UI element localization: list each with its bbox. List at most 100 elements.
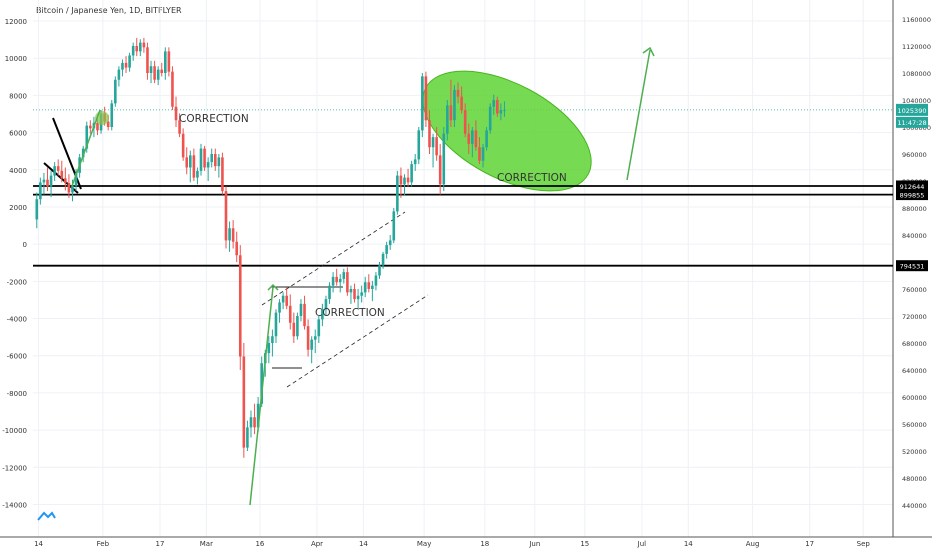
candle-body: [71, 185, 74, 193]
candle-body: [349, 289, 353, 293]
candle-body: [438, 155, 442, 185]
candle-body: [421, 76, 424, 131]
candle-body: [171, 71, 174, 107]
candle-body: [296, 316, 299, 337]
level-price-label: 912644: [900, 183, 925, 191]
annotation-label: CORRECTION: [179, 113, 249, 125]
x-axis-tick: Mar: [200, 540, 213, 548]
candle-body: [278, 302, 281, 313]
candle-body: [106, 121, 110, 127]
candle-body: [356, 295, 360, 300]
candle-body: [321, 309, 324, 320]
x-axis-tick: 18: [480, 540, 489, 548]
candle-body: [503, 109, 506, 111]
candle-body: [299, 303, 303, 316]
candle-body: [56, 166, 60, 171]
left-axis-tick: 8000: [9, 92, 27, 100]
right-axis-tick: 1160000: [902, 16, 931, 24]
x-axis-tick: Jun: [528, 540, 540, 548]
candle-body: [253, 417, 256, 428]
candle-body: [67, 183, 71, 193]
candle-body: [285, 295, 288, 306]
left-axis-tick: -12000: [2, 464, 27, 472]
candle-body: [378, 265, 381, 276]
candle-body: [481, 147, 485, 161]
candle-body: [371, 285, 374, 289]
level-price-box: [896, 180, 928, 192]
countdown-label: 11:47:28: [897, 119, 926, 127]
candle-body: [471, 130, 474, 144]
right-axis-tick: 880000: [902, 205, 927, 213]
green-arrow: [626, 49, 651, 181]
candle-body: [160, 69, 164, 73]
left-axis-tick: 0: [23, 241, 27, 249]
candle-body: [142, 42, 146, 48]
candle-body: [310, 339, 313, 350]
candle-body: [442, 133, 446, 185]
candle-body: [346, 272, 349, 293]
correction-ellipse: [422, 70, 592, 192]
candle-body: [467, 133, 471, 144]
candle-body: [60, 170, 64, 179]
candle-body: [267, 343, 271, 354]
left-axis-tick: -10000: [2, 427, 27, 435]
left-axis-tick: -4000: [7, 316, 27, 324]
x-axis-tick: 14: [684, 540, 693, 548]
candle-body: [456, 89, 460, 97]
candle-body: [435, 137, 438, 156]
candle-body: [374, 275, 378, 286]
candle-body: [81, 148, 85, 158]
green-arrow: [249, 286, 274, 506]
candle-body: [35, 199, 39, 220]
channel-lower-line: [286, 294, 429, 388]
candle-body: [328, 285, 331, 300]
candle-body: [42, 179, 46, 183]
candle-body: [317, 319, 321, 337]
level-price-label: 899855: [900, 192, 925, 200]
candle-body: [228, 228, 231, 241]
left-axis-tick: 2000: [9, 204, 27, 212]
left-axis-tick: 12000: [5, 18, 27, 26]
right-axis-tick: 520000: [902, 448, 927, 456]
candle-body: [324, 299, 328, 310]
candle-body: [96, 122, 99, 131]
candle-body: [381, 253, 385, 266]
current-price-box: [896, 103, 928, 116]
right-axis-tick: 840000: [902, 232, 927, 240]
candle-body: [149, 66, 153, 73]
candle-body: [492, 100, 496, 107]
candle-body: [288, 305, 292, 323]
logo-icon: [37, 511, 56, 521]
candle-body: [196, 170, 199, 178]
candle-body: [213, 154, 217, 167]
candle-body: [281, 295, 285, 303]
x-axis-tick: Aug: [746, 540, 760, 548]
right-axis-tick: 640000: [902, 367, 927, 375]
right-axis-tick: 600000: [902, 394, 927, 402]
candle-body: [135, 46, 139, 52]
candle-body: [153, 66, 156, 80]
right-axis-tick: 960000: [902, 151, 927, 159]
candle-body: [203, 148, 206, 168]
candle-body: [271, 336, 274, 343]
level-price-label: 794531: [900, 263, 925, 271]
x-axis-tick: 16: [255, 540, 264, 548]
candle-body: [164, 51, 167, 73]
left-axis-tick: 6000: [9, 130, 27, 138]
left-axis-tick: 10000: [5, 55, 27, 63]
right-axis-tick: 1000000: [902, 124, 931, 132]
candle-body: [210, 154, 214, 163]
x-axis-tick: 14: [359, 540, 368, 548]
level-price-box: [896, 189, 928, 201]
candle-body: [392, 211, 396, 241]
candle-body: [338, 278, 342, 283]
right-axis-tick: 1080000: [902, 70, 931, 78]
candle-body: [360, 292, 363, 296]
candle-body: [64, 178, 67, 184]
x-axis-tick: 17: [155, 540, 164, 548]
candle-body: [167, 51, 171, 72]
candle-body: [110, 103, 114, 127]
candle-body: [185, 157, 189, 168]
right-axis-tick: 480000: [902, 475, 927, 483]
